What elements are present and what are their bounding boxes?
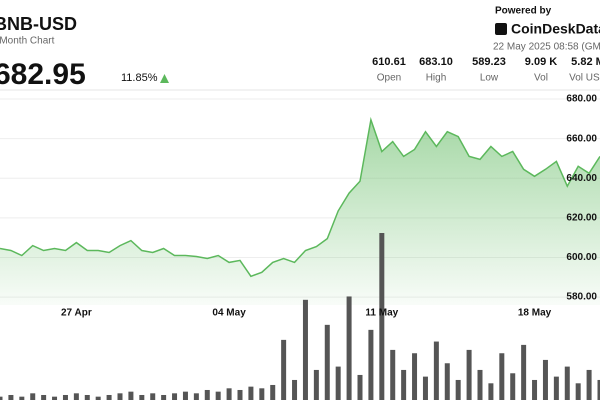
volume-bar [128,391,134,400]
volume-bar [248,386,254,400]
x-tick-label: 11 May [365,308,398,319]
volume-bar [95,396,101,400]
volume-bar [84,394,90,400]
volume-bar [30,393,36,400]
y-tick-label: 660.00 [566,133,597,144]
y-tick-label: 680.00 [566,94,597,105]
volume-bar [368,329,374,400]
volume-bar [401,369,407,400]
volume-bar [215,391,221,400]
volume-bar [52,396,58,400]
volume-bar [586,369,592,400]
volume-bar [8,394,14,400]
volume-bar [106,394,112,400]
y-tick-label: 620.00 [566,212,597,223]
stat-label: Vol [534,73,548,84]
y-tick-label: 600.00 [566,252,597,263]
volume-bar [41,394,47,400]
volume-bar [390,349,396,400]
volume-bar [499,353,505,400]
chart-title: BNB-USD [0,14,77,34]
x-tick-label: 18 May [518,308,552,319]
stat-label: Vol USD [569,73,600,84]
brand-icon [495,23,507,35]
stat-value: 9.09 K [525,56,557,68]
volume-bar [259,388,265,400]
y-tick-label: 580.00 [566,292,597,303]
price-line [0,116,600,278]
volume-bar [521,344,527,400]
stat-label: High [426,73,447,84]
volume-bar [270,384,276,400]
stat-label: Open [377,73,401,84]
volume-bar [302,299,308,400]
volume-bar [379,233,385,400]
volume-bar [357,374,363,400]
volume-bar [172,393,178,400]
volume-bar [564,366,570,400]
volume-bar [281,339,287,400]
volume-bar [597,379,600,400]
brand: CoinDeskData [511,21,600,37]
volume-bar [73,393,79,400]
volume-bar [346,296,352,400]
y-tick-label: 640.00 [566,173,597,184]
stat-value: 589.23 [472,56,506,68]
volume-bar [150,393,156,400]
stat-value: 610.61 [372,56,406,68]
change: 11.85% [121,72,158,84]
volume-bar [412,353,418,400]
volume-bar [204,389,210,400]
volume-bar [488,383,494,400]
volume-bar [62,394,68,400]
volume-bar [510,373,516,400]
volume-bar [324,324,330,400]
volume-bar [542,359,548,400]
volume-bar [477,369,483,400]
volume-bar [0,396,3,400]
volume-bar [422,376,428,400]
up-arrow [160,74,169,83]
volume-bar [161,394,167,400]
volume-bar [182,391,188,400]
price-area [0,119,600,305]
x-tick-label: 04 May [212,308,246,319]
volume-bar [237,389,243,400]
stat-label: Low [480,73,499,84]
price: 682.95 [0,58,86,91]
stat-value: 683.10 [419,56,453,68]
volume-bar [532,379,538,400]
volume-bar [139,394,145,400]
volume-bar [335,366,341,400]
volume-bar [433,341,439,400]
powered-by: Powered by [495,6,552,17]
volume-bar [193,393,199,400]
volume-bar [575,383,581,400]
stat-value: 5.82 M [571,56,600,68]
volume-bar [226,388,232,400]
volume-bar [313,369,319,400]
volume-bar [292,379,298,400]
volume-bar [117,393,123,400]
volume-bar [466,349,472,400]
volume-bar [455,379,461,400]
volume-bar [553,376,559,400]
x-tick-label: 27 Apr [61,308,92,319]
volume-bar [19,396,25,400]
chart-subtitle: 1 Month Chart [0,36,55,47]
timestamp: 22 May 2025 08:58 (GMT) [493,42,600,53]
volume-bar [444,363,450,400]
